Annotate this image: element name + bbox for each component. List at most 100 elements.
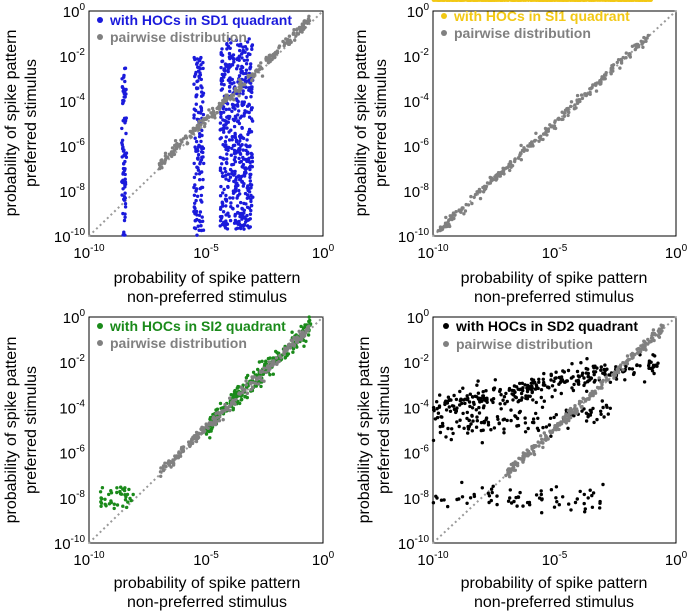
scatter-point — [435, 400, 439, 404]
tick-label: 10-5 — [193, 243, 219, 262]
scatter-point — [307, 315, 311, 319]
scatter-point — [638, 349, 643, 354]
scatter-point — [198, 210, 203, 214]
scatter-point — [194, 102, 198, 106]
scatter-point — [245, 79, 249, 83]
scatter-point — [109, 500, 114, 505]
scatter-point — [227, 37, 231, 41]
scatter-point — [241, 71, 246, 76]
scatter-point — [262, 366, 266, 370]
scatter-point — [237, 121, 242, 126]
scatter-point — [225, 42, 229, 46]
scatter-point — [579, 93, 584, 97]
scatter-point — [601, 371, 605, 375]
scatter-point — [207, 108, 211, 112]
scatter-point — [188, 444, 192, 449]
scatter-point — [587, 0, 591, 2]
scatter-point — [306, 21, 310, 25]
scatter-point — [124, 495, 128, 499]
scatter-point — [616, 0, 620, 2]
scatter-point — [491, 400, 495, 405]
scatter-point — [554, 496, 558, 500]
scatter-point — [546, 437, 550, 441]
scatter-point — [249, 62, 253, 66]
scatter-point — [595, 417, 599, 422]
scatter-point — [228, 46, 232, 50]
scatter-point — [601, 405, 605, 410]
scatter-point — [236, 99, 240, 104]
scatter-point — [192, 226, 197, 230]
scatter-point — [592, 380, 596, 384]
scatter-point — [565, 0, 569, 2]
scatter-point — [290, 339, 295, 343]
scatter-point — [482, 421, 486, 425]
scatter-point — [123, 498, 128, 502]
scatter-point — [192, 82, 196, 86]
tick-labels: 10-10 10-5 100 10-10 10-8 10-6 10-4 10-2 100 — [54, 2, 335, 262]
scatter-point — [248, 65, 253, 69]
scatter-point — [230, 169, 234, 173]
scatter-point — [241, 92, 245, 96]
scatter-point — [250, 159, 255, 164]
scatter-point — [539, 434, 543, 438]
legend: with HOCs in SI1 quadrant pairwise distr… — [441, 8, 630, 41]
scatter-point — [495, 415, 500, 419]
scatter-point — [631, 354, 635, 359]
scatter-point — [650, 369, 655, 373]
scatter-point — [198, 178, 202, 182]
scatter-point — [581, 397, 586, 401]
tick-label: 10-6 — [403, 137, 429, 156]
scatter-point — [292, 28, 296, 32]
scatter-point — [512, 389, 516, 393]
scatter-point — [543, 437, 547, 441]
scatter-point — [294, 34, 298, 38]
x-axis-label: non-preferred stimulus — [474, 289, 634, 306]
scatter-point — [552, 379, 556, 383]
scatter-point — [544, 434, 548, 438]
scatter-point — [295, 345, 299, 349]
scatter-point — [493, 378, 497, 382]
scatter-point — [590, 505, 595, 509]
scatter-point — [271, 359, 275, 363]
scatter-point — [225, 102, 230, 106]
scatter-point — [277, 44, 282, 48]
scatter-point — [237, 78, 242, 82]
scatter-point — [232, 392, 236, 397]
scatter-point — [647, 366, 651, 370]
scatter-point — [498, 402, 502, 406]
scatter-point — [439, 498, 444, 502]
scatter-point — [220, 53, 225, 57]
scatter-point — [264, 359, 268, 364]
scatter-point — [220, 47, 224, 51]
scatter-point — [651, 328, 656, 332]
scatter-point — [495, 0, 499, 2]
scatter-point — [161, 464, 166, 468]
scatter-point — [550, 384, 555, 388]
scatter-point — [220, 59, 225, 63]
scatter-point — [242, 216, 246, 220]
scatter-point — [225, 93, 229, 97]
scatter-point — [446, 504, 450, 509]
scatter-point — [247, 37, 251, 41]
scatter-point — [202, 161, 206, 166]
scatter-point — [529, 381, 533, 385]
scatter-point — [120, 85, 125, 89]
scatter-point — [230, 77, 234, 82]
scatter-point — [554, 428, 558, 432]
scatter-point — [107, 492, 111, 497]
scatter-point — [218, 415, 222, 419]
scatter-point — [225, 227, 230, 231]
scatter-point — [122, 218, 127, 223]
scatter-point — [220, 171, 224, 175]
scatter-point — [296, 337, 301, 341]
scatter-point — [181, 445, 186, 449]
scatter-point — [544, 425, 549, 429]
scatter-point — [431, 438, 436, 443]
scatter-point — [485, 181, 490, 185]
scatter-point — [224, 204, 228, 208]
scatter-point — [514, 395, 518, 400]
scatter-point — [247, 127, 252, 132]
scatter-point — [468, 404, 472, 409]
scatter-point — [645, 36, 649, 40]
scatter-point — [481, 428, 485, 432]
